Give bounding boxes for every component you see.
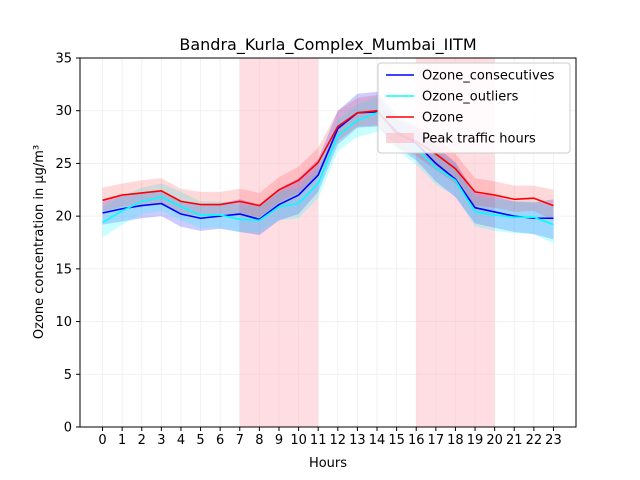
- y-tick-label: 5: [64, 368, 72, 383]
- axes-frame: [79, 57, 577, 428]
- chart-title: Bandra_Kurla_Complex_Mumbai_IITM: [179, 35, 476, 55]
- y-tick-label: 20: [55, 210, 72, 225]
- ozone-outliers-confidence-band: [102, 97, 554, 244]
- x-tick-label: 9: [275, 433, 283, 448]
- x-tick-label: 3: [157, 433, 165, 448]
- x-tick-label: 6: [216, 433, 224, 448]
- ozone-confidence-band: [102, 94, 554, 221]
- peak-traffic-legend-label: Peak traffic hours: [422, 132, 536, 147]
- y-tick-label: 10: [55, 315, 72, 330]
- x-tick-label: 5: [196, 433, 204, 448]
- x-tick-label: 8: [255, 433, 263, 448]
- x-tick-label: 1: [118, 433, 126, 448]
- x-tick-label: 23: [545, 433, 562, 448]
- y-tick-label: 35: [55, 52, 72, 67]
- peak-traffic-legend-swatch: [386, 133, 414, 143]
- legend-box: [377, 62, 571, 154]
- x-tick-label: 18: [447, 433, 464, 448]
- x-tick-label: 20: [486, 433, 503, 448]
- x-tick-label: 4: [177, 433, 185, 448]
- x-tick-label: 12: [330, 433, 347, 448]
- ozone-consecutives-line: [102, 110, 554, 221]
- x-tick-label: 14: [369, 433, 386, 448]
- ozone-consecutives-legend-label: Ozone_consecutives: [422, 69, 555, 84]
- x-tick-label: 17: [428, 433, 445, 448]
- ozone-legend-label: Ozone: [422, 111, 463, 126]
- y-axis-label: Ozone concentration in µg/m³: [32, 145, 47, 339]
- x-tick-label: 21: [506, 433, 523, 448]
- y-tick-label: 30: [55, 104, 72, 119]
- x-tick-label: 10: [290, 433, 307, 448]
- x-tick-label: 19: [467, 433, 484, 448]
- x-tick-label: 2: [138, 433, 146, 448]
- x-tick-label: 7: [236, 433, 244, 448]
- x-tick-label: 11: [310, 433, 327, 448]
- ozone-outliers-line: [102, 112, 554, 226]
- x-tick-label: 15: [388, 433, 405, 448]
- ozone-outliers-legend-label: Ozone_outliers: [422, 90, 519, 105]
- x-tick-label: 16: [408, 433, 425, 448]
- peak-traffic-region: [239, 58, 319, 427]
- x-tick-label: 0: [98, 433, 106, 448]
- x-axis-label: Hours: [309, 456, 347, 471]
- ozone-consecutives-confidence-band: [102, 91, 554, 240]
- x-tick-label: 22: [526, 433, 543, 448]
- y-tick-label: 0: [64, 421, 72, 436]
- x-tick-label: 13: [349, 433, 366, 448]
- y-tick-label: 25: [55, 157, 72, 172]
- legend: Ozone_consecutives Ozone_outliers Ozone Pea…: [377, 62, 571, 154]
- y-tick-label: 15: [55, 262, 72, 277]
- ozone-line: [102, 109, 554, 207]
